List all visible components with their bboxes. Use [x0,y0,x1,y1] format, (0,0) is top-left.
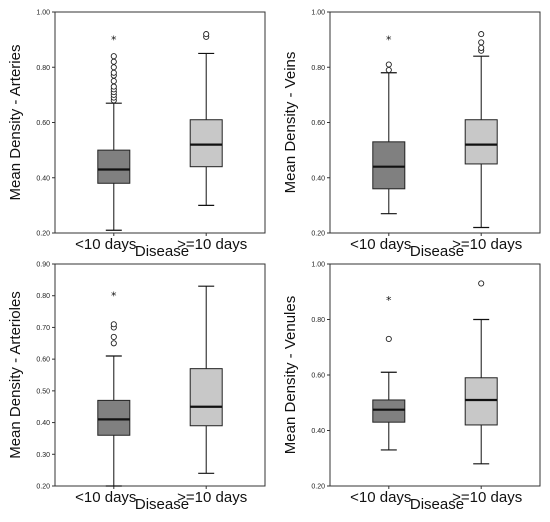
iqr-box [464,377,498,426]
y-tick-label: 0.20 [36,484,50,491]
y-tick-label: 0.60 [311,373,325,380]
y-tick-label: 0.20 [311,231,325,238]
outlier-point [110,83,117,90]
chart-panel-4: 0.20 0.40 0.60 0.80 1.00 Mean Density - Venul… [282,262,541,513]
y-tick-label: 0.80 [36,293,50,300]
chart-panel-3: 0.20 0.30 0.40 0.50 0.60 0.70 0.80 0.90 Mean Den… [7,262,266,513]
extreme-point: * [111,290,117,303]
plot-frame [329,11,541,234]
outlier-point [478,44,485,51]
y-tick-label: 0.50 [36,388,50,395]
x-category-label: <10 days [75,236,136,253]
y-tick-label: 0.40 [311,175,325,182]
plot-frame [329,263,541,487]
y-tick-label: 0.90 [36,262,50,269]
extreme-point: * [111,34,117,47]
outlier-point [110,58,117,65]
y-axis-label: Mean Density - Veins [282,52,299,194]
y-tick-label: 0.20 [36,231,50,238]
x-axis-label: Disease [410,496,464,513]
y-tick-label: 1.00 [311,262,325,269]
outlier-point [110,53,117,60]
y-tick-label: 0.40 [36,420,50,427]
y-tick-label: 0.60 [311,120,325,127]
box-ge10 [464,280,498,465]
box-ge10 [189,285,223,474]
y-tick-label: 1.00 [36,10,50,17]
y-tick-label: 1.00 [311,10,325,17]
extreme-point: * [386,34,392,47]
x-category-label: >=10 days [452,489,522,506]
outlier-point [385,66,392,74]
y-tick-label: 0.80 [311,317,325,324]
box-ge10 [464,31,498,229]
box-ge10 [189,31,223,206]
x-axis-label: Disease [135,243,189,260]
plot-frame [54,263,266,487]
box-lt10: * [97,34,131,231]
x-axis-label: Disease [135,496,189,513]
y-tick-label: 0.80 [311,65,325,72]
x-category-label: >=10 days [177,236,247,253]
extreme-point: * [386,294,392,307]
y-tick-label: 0.70 [36,325,50,332]
iqr-box [97,399,131,436]
x-category-label: >=10 days [177,489,247,506]
x-category-label: <10 days [350,236,411,253]
iqr-box [189,119,223,168]
y-tick-label: 0.20 [311,484,325,491]
iqr-box [189,368,223,427]
y-tick-label: 0.80 [36,65,50,72]
iqr-box [97,149,131,184]
x-category-label: >=10 days [452,236,522,253]
x-category-label: <10 days [350,489,411,506]
y-tick-label: 0.40 [36,175,50,182]
outlier-point [110,340,117,347]
chart-panel-2: 0.20 0.40 0.60 0.80 1.00 Mean Density - Veins… [282,10,541,260]
chart-panel-1: 0.20 0.40 0.60 0.80 1.00 Mean Density - Arter… [7,10,266,260]
box-lt10: * [372,34,406,215]
outlier-point [110,321,117,328]
iqr-box [372,399,406,423]
outlier-point [478,280,485,287]
y-axis-label: Mean Density - Arteries [7,45,24,201]
outlier-point [110,64,117,71]
box-lt10: * [372,294,406,451]
iqr-box [372,141,406,190]
outlier-point [478,31,485,38]
y-tick-label: 0.60 [36,357,50,364]
y-axis-label: Mean Density - Venules [282,296,299,454]
box-lt10: * [97,290,131,487]
x-axis-label: Disease [410,243,464,260]
outlier-point [203,31,210,38]
y-tick-label: 0.40 [311,428,325,435]
y-tick-label: 0.60 [36,120,50,127]
y-tick-label: 0.30 [36,452,50,459]
outlier-point [385,335,392,342]
x-category-label: <10 days [75,489,136,506]
y-axis-label: Mean Density - Arterioles [7,291,24,459]
iqr-box [464,119,498,165]
plot-frame [54,11,266,234]
outlier-point [110,333,117,340]
outlier-point [110,78,117,85]
outlier-point [110,69,117,76]
outlier-point [385,61,392,68]
outlier-point [478,39,485,46]
